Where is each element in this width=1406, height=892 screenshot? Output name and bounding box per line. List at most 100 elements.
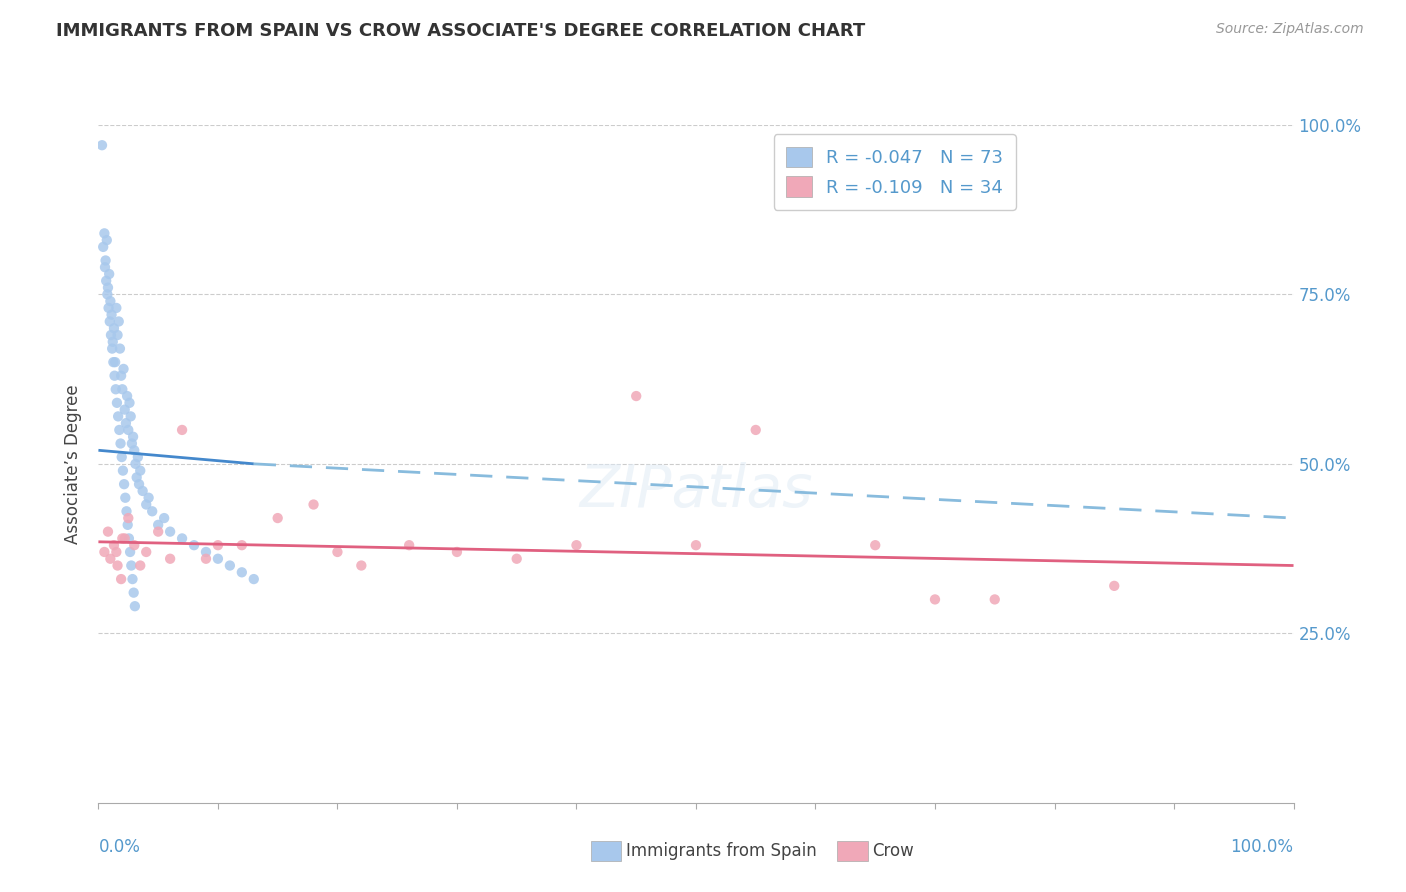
- Point: [984, 592, 1007, 607]
- Point: [103, 538, 125, 552]
- Point: [94, 253, 117, 268]
- Point: [207, 538, 229, 552]
- Point: [93, 227, 115, 241]
- Point: [107, 558, 129, 573]
- Point: [91, 138, 114, 153]
- Point: [153, 511, 176, 525]
- Point: [94, 260, 117, 275]
- Point: [114, 491, 136, 505]
- Point: [111, 464, 134, 478]
- Point: [120, 545, 142, 559]
- Point: [117, 517, 139, 532]
- Point: [122, 585, 145, 599]
- Point: [115, 416, 138, 430]
- Point: [207, 551, 229, 566]
- Point: [105, 301, 128, 315]
- Text: 0.0%: 0.0%: [98, 838, 141, 856]
- Point: [124, 443, 146, 458]
- Point: [124, 457, 146, 471]
- Point: [172, 532, 194, 546]
- Point: [231, 538, 253, 552]
- Point: [626, 389, 648, 403]
- Point: [159, 551, 181, 566]
- Point: [135, 545, 157, 559]
- Point: [135, 498, 157, 512]
- Point: [141, 504, 163, 518]
- Y-axis label: Associate’s Degree: Associate’s Degree: [65, 384, 83, 543]
- Point: [117, 423, 139, 437]
- Point: [103, 355, 125, 369]
- Text: Immigrants from Spain: Immigrants from Spain: [626, 842, 817, 860]
- Point: [103, 321, 125, 335]
- Point: [97, 280, 120, 294]
- Point: [302, 498, 325, 512]
- Point: [117, 511, 139, 525]
- Point: [124, 538, 146, 552]
- Point: [120, 558, 142, 573]
- Point: [1102, 579, 1125, 593]
- Point: [924, 592, 946, 607]
- Point: [863, 538, 887, 552]
- Point: [91, 240, 114, 254]
- Point: [219, 558, 242, 573]
- Point: [243, 572, 266, 586]
- Point: [194, 551, 218, 566]
- Point: [131, 483, 153, 498]
- Point: [98, 294, 122, 309]
- Point: [129, 558, 152, 573]
- Point: [98, 551, 122, 566]
- Text: ZIPatlas: ZIPatlas: [579, 462, 813, 519]
- Point: [111, 382, 134, 396]
- Point: [685, 538, 707, 552]
- Point: [115, 389, 138, 403]
- Point: [114, 532, 136, 546]
- Point: [110, 368, 132, 383]
- Point: [103, 368, 125, 383]
- Point: [326, 545, 349, 559]
- Point: [105, 396, 128, 410]
- Point: [108, 342, 131, 356]
- Point: [101, 334, 124, 349]
- Point: [172, 423, 194, 437]
- Point: [108, 423, 131, 437]
- Point: [104, 355, 127, 369]
- Point: [110, 572, 132, 586]
- Point: [122, 430, 145, 444]
- Point: [267, 511, 290, 525]
- Point: [129, 464, 152, 478]
- Point: [398, 538, 420, 552]
- Point: [121, 436, 143, 450]
- Point: [128, 477, 150, 491]
- Point: [96, 233, 118, 247]
- Point: [138, 491, 160, 505]
- Point: [93, 545, 115, 559]
- Point: [112, 477, 135, 491]
- Point: [107, 328, 129, 343]
- Point: [96, 274, 118, 288]
- Point: [565, 538, 588, 552]
- Point: [183, 538, 205, 552]
- Point: [120, 409, 142, 424]
- Point: [107, 409, 129, 424]
- Point: [97, 301, 120, 315]
- Point: [118, 396, 141, 410]
- Point: [111, 532, 134, 546]
- Point: [125, 470, 148, 484]
- Text: Crow: Crow: [872, 842, 914, 860]
- Point: [148, 524, 170, 539]
- Point: [110, 436, 132, 450]
- Point: [98, 267, 121, 281]
- Point: [231, 566, 253, 580]
- Point: [101, 342, 124, 356]
- Point: [104, 382, 127, 396]
- Point: [107, 314, 129, 328]
- Point: [100, 328, 122, 343]
- Point: [159, 524, 181, 539]
- Point: [350, 558, 373, 573]
- Point: [97, 524, 120, 539]
- Point: [96, 287, 118, 301]
- Text: 100.0%: 100.0%: [1230, 838, 1294, 856]
- Point: [111, 450, 134, 464]
- Legend: R = -0.047   N = 73, R = -0.109   N = 34: R = -0.047 N = 73, R = -0.109 N = 34: [773, 134, 1015, 210]
- Point: [506, 551, 529, 566]
